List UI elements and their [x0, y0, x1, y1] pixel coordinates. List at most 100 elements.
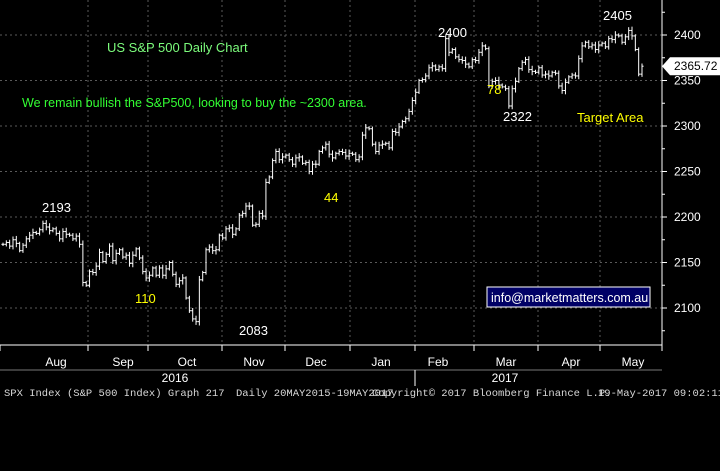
annotation-low-2083: 2083	[239, 323, 268, 338]
price-bar	[640, 63, 644, 77]
price-bar	[187, 295, 191, 313]
price-bar	[307, 159, 311, 175]
annotation-drop-110: 110	[135, 291, 156, 306]
price-bar	[450, 47, 454, 54]
month-label-aug: Aug	[45, 355, 66, 369]
price-bar	[354, 152, 358, 162]
website-link[interactable]: info@marketmatters.com.au	[491, 291, 648, 305]
price-bar	[320, 145, 325, 154]
price-bar	[77, 232, 82, 248]
sp500-daily-chart: 2100 2150 2200 2250 2300 2350 2400 Aug Sep Oct No…	[0, 0, 720, 403]
y-tick-label: 2250	[674, 165, 701, 179]
price-bar	[507, 85, 511, 109]
price-bar	[337, 149, 341, 156]
price-bar	[317, 149, 321, 166]
chart-background	[0, 0, 720, 403]
price-bar	[270, 158, 275, 180]
price-bar	[197, 275, 201, 326]
annotations: 2193 110 2083 44 2400 78 2322 2405 Targe…	[42, 8, 644, 338]
price-bar	[214, 245, 218, 255]
price-bar	[107, 243, 112, 258]
price-bar	[617, 33, 621, 38]
month-label-sep: Sep	[112, 355, 134, 369]
annotation-target-area: Target Area	[577, 110, 644, 125]
footer-security: SPX Index (S&P 500 Index) Graph 217	[4, 388, 225, 400]
annotation-move-44: 44	[324, 190, 338, 205]
x-axis: Aug Sep Oct Nov Dec Jan Feb Mar Apr May 2016 2017	[0, 344, 663, 386]
price-bar	[400, 119, 404, 129]
price-bar	[64, 227, 68, 239]
price-bar	[47, 223, 52, 235]
price-bar	[550, 70, 554, 78]
month-label-may: May	[622, 355, 645, 369]
price-bar	[557, 70, 561, 89]
price-bar	[553, 70, 558, 76]
price-bar	[254, 222, 258, 228]
price-bar	[211, 243, 215, 254]
price-bar	[344, 149, 348, 160]
price-bar	[227, 224, 231, 233]
price-bar	[460, 56, 464, 64]
price-bar	[533, 69, 538, 74]
price-bar	[154, 265, 158, 278]
month-label-jan: Jan	[371, 355, 390, 369]
price-bar	[500, 83, 504, 89]
price-bar	[67, 232, 72, 237]
website-box[interactable]: info@marketmatters.com.au	[486, 286, 651, 308]
price-bar	[630, 26, 634, 40]
price-bar	[357, 154, 361, 163]
price-bar	[480, 42, 484, 57]
price-bar	[174, 271, 178, 288]
price-bar	[370, 126, 375, 147]
month-label-apr: Apr	[562, 355, 581, 369]
price-bar	[424, 73, 428, 83]
price-bar	[364, 123, 368, 139]
price-bar	[330, 150, 335, 162]
price-bar	[94, 262, 98, 276]
last-price-tag	[662, 57, 720, 76]
price-bar	[387, 141, 391, 151]
price-bar	[260, 210, 265, 220]
year-label-2017: 2017	[492, 371, 519, 385]
chart-subtitle: We remain bullish the S&P500, looking to…	[22, 96, 367, 110]
price-bar	[177, 277, 181, 288]
price-bar	[101, 250, 105, 264]
price-bar	[390, 128, 394, 151]
price-bar	[457, 54, 461, 63]
price-bar	[127, 251, 132, 267]
price-bar	[570, 72, 574, 80]
price-bar	[430, 62, 434, 72]
price-bar	[18, 241, 22, 253]
price-bar	[440, 64, 444, 72]
price-bar	[111, 242, 115, 264]
website-box-frame	[486, 286, 651, 308]
price-bar	[171, 260, 175, 277]
price-bar	[493, 77, 498, 85]
price-bar	[593, 41, 598, 53]
price-bar	[280, 153, 285, 164]
price-bar	[603, 41, 607, 50]
price-bar	[267, 175, 271, 185]
price-bar	[8, 239, 12, 249]
price-bar	[117, 248, 122, 256]
price-bar	[613, 31, 617, 44]
price-bar	[327, 140, 331, 158]
footer-range: Daily 20MAY2015-19MAY2017	[236, 388, 394, 400]
price-bar	[304, 160, 308, 166]
price-bar	[374, 141, 378, 155]
price-bar	[537, 65, 541, 75]
price-bar	[114, 249, 118, 265]
price-bar	[294, 154, 298, 168]
price-bar	[503, 84, 508, 91]
price-bar	[284, 153, 288, 159]
price-bar	[194, 315, 198, 325]
price-bar	[147, 271, 152, 282]
y-tick-label: 2200	[674, 210, 701, 224]
month-label-oct: Oct	[178, 355, 197, 369]
price-bar	[470, 57, 474, 70]
price-bar	[41, 220, 45, 233]
price-bar	[404, 116, 408, 124]
month-label-feb: Feb	[428, 355, 449, 369]
month-label-mar: Mar	[496, 355, 517, 369]
annotation-high-2405: 2405	[603, 8, 632, 23]
